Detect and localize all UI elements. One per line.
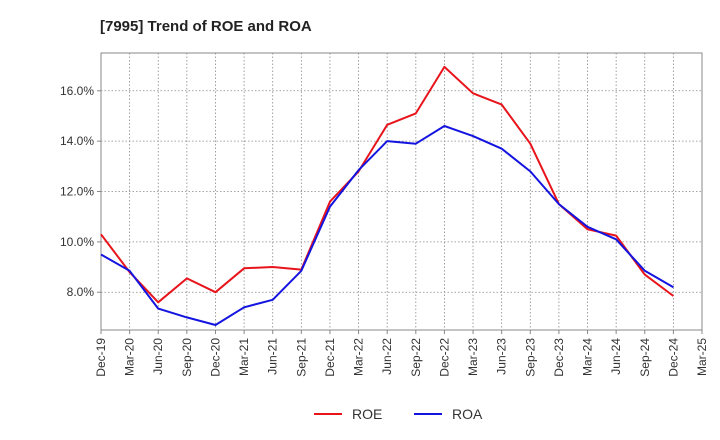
x-tick-label: Jun-22 (380, 338, 394, 375)
legend: ROE ROA (314, 406, 483, 422)
series-line-roa (100, 125, 674, 326)
x-tick-label: Dec-21 (323, 338, 337, 377)
plot-frame (100, 52, 703, 331)
y-axis-ticks: 8.0% 10.0% 12.0% 14.0% 16.0% (60, 84, 101, 299)
y-tick-label: 14.0% (60, 134, 94, 148)
legend-label-roe: ROE (352, 406, 382, 422)
x-tick-label: Dec-22 (437, 338, 451, 377)
y-tick-label: 8.0% (67, 285, 95, 299)
x-axis-ticks: Dec-19 Mar-20 Jun-20 Sep-20 Dec-20 Mar-21 Jun-… (94, 330, 709, 377)
legend-label-roa: ROA (452, 406, 483, 422)
x-tick-label: Mar-22 (352, 338, 366, 376)
series-lines (100, 65, 674, 326)
x-tick-label: Mar-20 (123, 338, 137, 376)
x-tick-label: Mar-25 (695, 338, 709, 376)
plot-area (100, 52, 703, 331)
chart-title: [7995] Trend of ROE and ROA (100, 18, 312, 35)
y-tick-label: 10.0% (60, 235, 94, 249)
x-tick-label: Jun-21 (266, 338, 280, 375)
x-tick-label: Jun-23 (495, 338, 509, 375)
x-tick-label: Dec-20 (208, 338, 222, 377)
x-tick-label: Jun-20 (151, 338, 165, 375)
x-tick-label: Mar-24 (581, 338, 595, 376)
x-tick-label: Sep-23 (523, 338, 537, 377)
x-tick-label: Dec-19 (94, 338, 108, 377)
x-tick-label: Mar-21 (237, 338, 251, 376)
x-tick-label: Sep-24 (638, 338, 652, 377)
y-tick-label: 12.0% (60, 185, 94, 199)
y-tick-label: 16.0% (60, 84, 94, 98)
x-tick-label: Sep-22 (409, 338, 423, 377)
x-tick-label: Mar-23 (466, 338, 480, 376)
grid (101, 53, 702, 330)
series-line-roe (100, 65, 674, 304)
x-tick-label: Dec-23 (552, 338, 566, 377)
x-tick-label: Sep-20 (180, 338, 194, 377)
x-tick-label: Jun-24 (609, 338, 623, 375)
x-tick-label: Dec-24 (666, 338, 680, 377)
x-tick-label: Sep-21 (294, 338, 308, 377)
